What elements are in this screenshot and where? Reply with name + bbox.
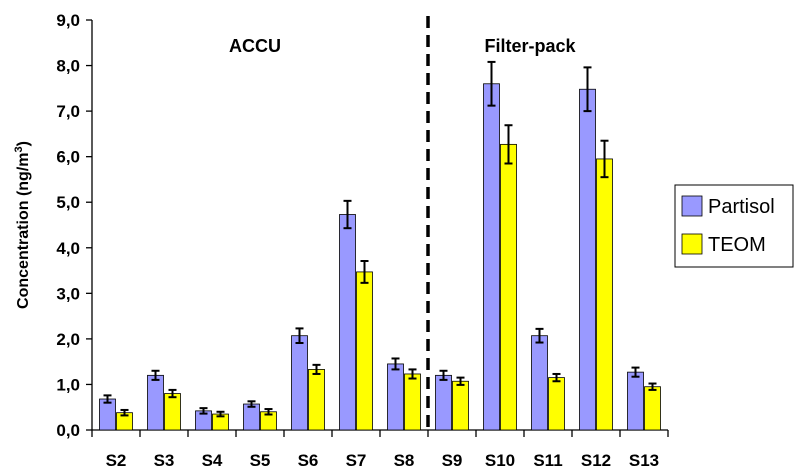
y-tick-label: 6,0	[56, 148, 80, 167]
y-tick-label: 9,0	[56, 11, 80, 30]
annotation-filter-pack: Filter-pack	[484, 36, 576, 56]
x-tick-label-s10: S10	[485, 451, 515, 470]
bar-partisol-s9	[435, 374, 452, 431]
error-bar-teom-s11	[552, 372, 561, 383]
y-tick-label: 5,0	[56, 193, 80, 212]
error-bar-teom-s4	[216, 410, 225, 418]
bar-partisol-s11	[531, 335, 548, 431]
x-tick-label-s4: S4	[202, 451, 223, 470]
error-bar-partisol-s6	[295, 327, 304, 344]
y-tick-label: 3,0	[56, 284, 80, 303]
x-tick-label-s9: S9	[442, 451, 463, 470]
error-bar-partisol-s11	[535, 327, 544, 344]
x-tick-label-s12: S12	[581, 451, 611, 470]
y-axis-label-superscript: 3	[13, 146, 25, 152]
error-bar-partisol-s5	[247, 400, 256, 408]
error-bar-partisol-s3	[151, 369, 160, 381]
bar-teom-s12	[596, 158, 613, 431]
annotation-accu: ACCU	[229, 36, 281, 56]
error-bar-partisol-s13	[631, 366, 640, 378]
y-axis-label-end: )	[15, 141, 32, 146]
error-bar-teom-s10	[504, 124, 513, 165]
y-tick-label: 2,0	[56, 330, 80, 349]
error-bar-partisol-s8	[391, 357, 400, 371]
error-bar-partisol-s4	[199, 407, 208, 415]
legend: Partisol TEOM	[674, 184, 794, 268]
x-tick-label-s3: S3	[154, 451, 175, 470]
x-tick-label-s2: S2	[106, 451, 127, 470]
error-bar-teom-s13	[648, 382, 657, 391]
error-bar-teom-s9	[456, 376, 465, 386]
error-bar-partisol-s9	[439, 369, 448, 381]
bar-teom-s7	[356, 271, 373, 431]
bar-teom-s6	[308, 369, 325, 431]
x-tick-label-s6: S6	[298, 451, 319, 470]
bar-partisol-s3	[147, 374, 164, 431]
bar-partisol-s7	[339, 214, 356, 431]
x-tick-label-s7: S7	[346, 451, 367, 470]
bar-teom-s11	[548, 377, 565, 431]
bar-partisol-s10	[483, 83, 500, 431]
error-bar-teom-s6	[312, 363, 321, 375]
bar-partisol-s12	[579, 88, 596, 431]
legend-label-teom: TEOM	[708, 234, 766, 256]
bar-teom-s8	[404, 373, 421, 431]
y-tick-label: 4,0	[56, 239, 80, 258]
bar-partisol-s8	[387, 363, 404, 431]
y-tick-label: 7,0	[56, 102, 80, 121]
y-axis-label-text: Concentration (ng/m	[15, 153, 32, 309]
error-bar-teom-s12	[600, 139, 609, 179]
error-bar-partisol-s2	[103, 394, 112, 404]
bar-teom-s10	[500, 143, 517, 431]
bar-partisol-s6	[291, 335, 308, 431]
error-bar-teom-s7	[360, 259, 369, 284]
bar-teom-s9	[452, 380, 469, 431]
y-tick-label: 8,0	[56, 57, 80, 76]
bar-partisol-s13	[627, 371, 644, 431]
x-tick-label-s13: S13	[629, 451, 659, 470]
error-bar-partisol-s7	[343, 199, 352, 230]
x-tick-label-s11: S11	[533, 451, 562, 470]
bar-teom-s13	[644, 386, 661, 431]
x-tick-label-s8: S8	[394, 451, 415, 470]
error-bar-teom-s8	[408, 368, 417, 380]
bar-teom-s3	[164, 393, 181, 431]
error-bar-partisol-s12	[583, 66, 592, 113]
plot-area: 0,0 1,0 2,0 3,0 4,0 5,0 6,0 7,0 8,0 9,0 S2 S3 S4 S5 S6…	[56, 11, 669, 470]
y-axis-label: Concentration (ng/m3)	[13, 141, 32, 309]
x-tick-label-s5: S5	[250, 451, 271, 470]
error-bar-teom-s5	[264, 408, 273, 416]
legend-swatch-partisol	[681, 195, 703, 217]
y-tick-label: 0,0	[56, 421, 80, 440]
error-bar-teom-s3	[168, 388, 177, 399]
legend-label-partisol: Partisol	[708, 196, 775, 218]
bar-partisol-s5	[243, 403, 260, 431]
y-tick-label: 1,0	[56, 375, 80, 394]
error-bar-teom-s2	[120, 408, 129, 417]
legend-swatch-teom	[681, 233, 703, 255]
error-bar-partisol-s10	[487, 60, 496, 107]
bar-partisol-s2	[99, 398, 116, 431]
